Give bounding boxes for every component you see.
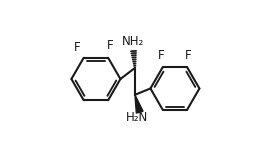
Text: F: F	[74, 41, 81, 54]
Text: F: F	[106, 40, 113, 52]
Polygon shape	[135, 95, 143, 113]
Text: F: F	[158, 49, 164, 62]
Text: H₂N: H₂N	[126, 111, 148, 124]
Text: NH₂: NH₂	[122, 35, 144, 48]
Text: F: F	[185, 49, 191, 62]
